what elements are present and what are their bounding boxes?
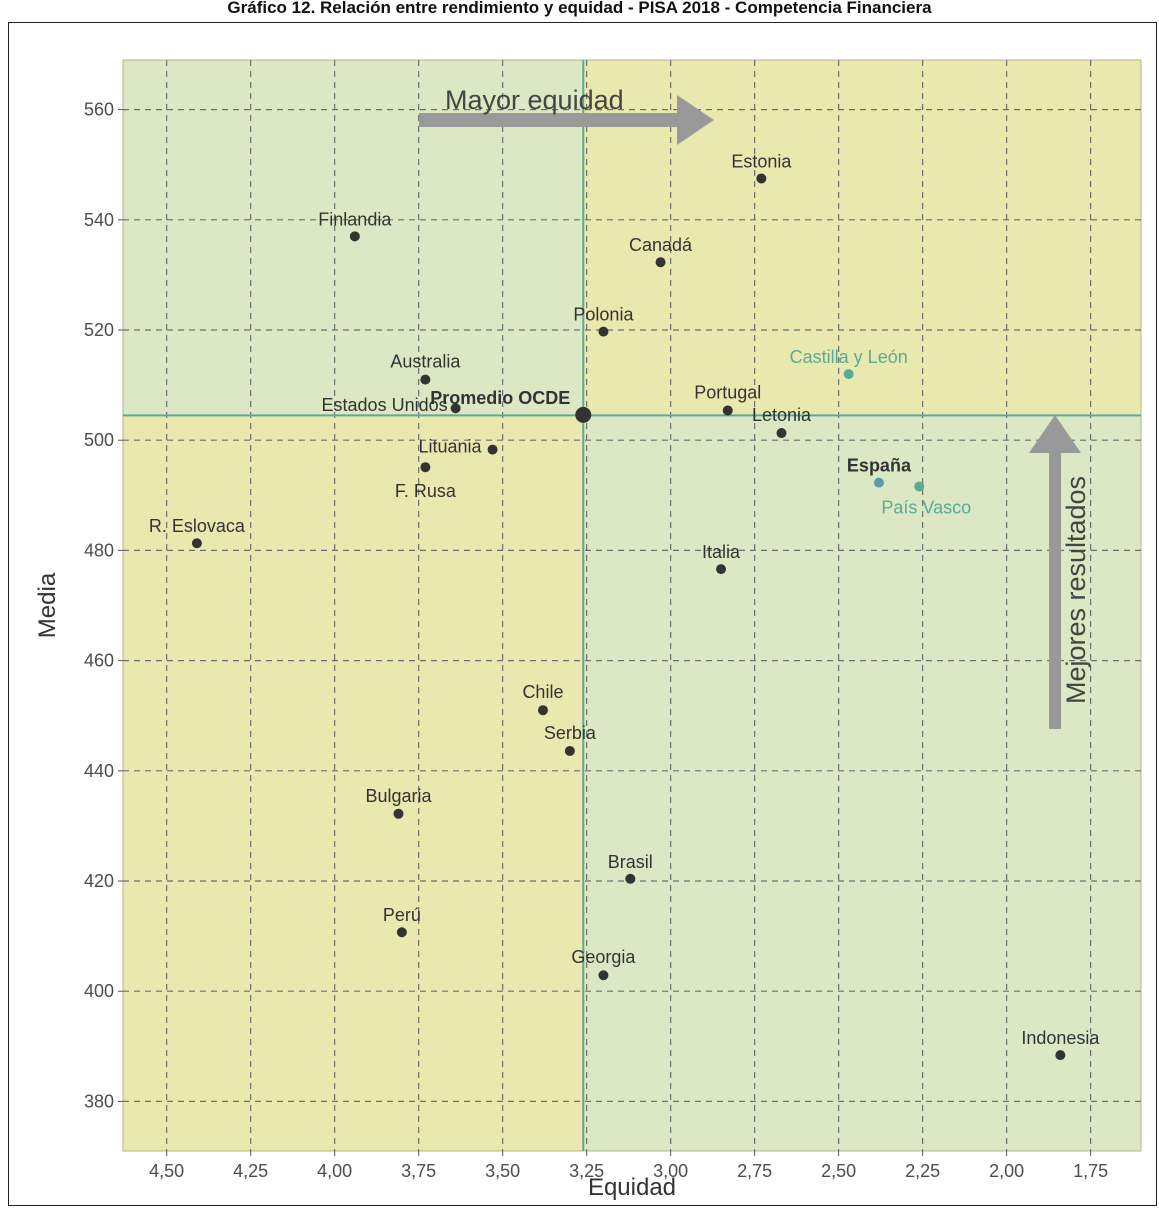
point-label: Australia bbox=[390, 352, 461, 372]
quadrant-bottom-left bbox=[123, 415, 584, 1152]
x-tick-label: 4,00 bbox=[317, 1161, 352, 1181]
data-point bbox=[873, 477, 884, 488]
x-tick-label: 2,75 bbox=[737, 1161, 772, 1181]
point-label: Indonesia bbox=[1021, 1028, 1100, 1048]
point-label: Serbia bbox=[544, 723, 597, 743]
data-point bbox=[625, 873, 636, 884]
data-point bbox=[776, 428, 787, 439]
mayor-equidad-arrow bbox=[419, 95, 714, 145]
y-tick-label: 380 bbox=[84, 1091, 114, 1111]
y-tick-label: 400 bbox=[84, 981, 114, 1001]
data-point bbox=[349, 231, 360, 242]
data-point bbox=[450, 403, 461, 414]
y-tick-label: 460 bbox=[84, 651, 114, 671]
data-point bbox=[722, 405, 733, 416]
point-label: F. Rusa bbox=[395, 481, 457, 501]
point-label: Italia bbox=[702, 542, 741, 562]
data-point bbox=[575, 406, 592, 423]
mejores-resultados-arrow bbox=[1029, 415, 1081, 729]
x-tick-label: 2,00 bbox=[989, 1161, 1024, 1181]
x-tick-label: 3,50 bbox=[485, 1161, 520, 1181]
x-tick-label: 2,25 bbox=[905, 1161, 940, 1181]
data-point bbox=[393, 808, 404, 819]
point-label: Polonia bbox=[573, 305, 634, 325]
point-label: Georgia bbox=[571, 947, 636, 967]
point-label: Letonia bbox=[752, 405, 812, 425]
data-point bbox=[420, 374, 431, 385]
y-tick-label: 440 bbox=[84, 761, 114, 781]
y-axis-title: Media bbox=[34, 572, 61, 638]
data-point bbox=[396, 927, 407, 938]
point-label: Canadá bbox=[629, 235, 693, 255]
x-tick-label: 3,75 bbox=[401, 1161, 436, 1181]
y-tick-label: 540 bbox=[84, 210, 114, 230]
x-tick-label: 3,25 bbox=[569, 1161, 604, 1181]
point-label: Castilla y León bbox=[790, 347, 908, 367]
data-point bbox=[598, 970, 609, 981]
point-label: Promedio OCDE bbox=[430, 388, 570, 408]
point-label: Finlandia bbox=[318, 209, 392, 229]
x-tick-label: 2,50 bbox=[821, 1161, 856, 1181]
data-point bbox=[756, 173, 767, 184]
data-point bbox=[1055, 1050, 1066, 1061]
scatter-chart: Mayor equidad Mejores resultados Estonia F… bbox=[34, 59, 1142, 1201]
data-point bbox=[564, 745, 575, 756]
data-point bbox=[420, 462, 431, 473]
point-label: R. Eslovaca bbox=[149, 516, 246, 536]
y-tick-label: 560 bbox=[84, 100, 114, 120]
quadrant-bottom-right bbox=[583, 415, 1141, 1152]
data-point bbox=[598, 326, 609, 337]
point-label: Estonia bbox=[731, 151, 792, 171]
point-label: País Vasco bbox=[881, 497, 971, 517]
chart-title: Gráfico 12. Relación entre rendimiento y… bbox=[227, 0, 932, 17]
y-tick-label: 420 bbox=[84, 871, 114, 891]
data-point bbox=[191, 538, 202, 549]
point-label: Brasil bbox=[608, 852, 653, 872]
point-label: España bbox=[847, 456, 912, 476]
point-label: Bulgaria bbox=[365, 786, 432, 806]
point-label: Perú bbox=[383, 905, 421, 925]
plot-border bbox=[122, 59, 1142, 1152]
point-label: Estados Unidos bbox=[322, 395, 448, 415]
data-point bbox=[914, 481, 925, 492]
x-axis-title: Equidad bbox=[588, 1174, 676, 1201]
point-label: Portugal bbox=[694, 382, 761, 402]
data-point bbox=[843, 369, 854, 380]
data-point bbox=[655, 257, 666, 268]
y-tick-label: 500 bbox=[84, 430, 114, 450]
data-point bbox=[537, 705, 548, 716]
mejores-resultados-label: Mejores resultados bbox=[1061, 476, 1091, 704]
x-tick-label: 3,00 bbox=[653, 1161, 688, 1181]
data-point bbox=[487, 444, 498, 455]
x-tick-label: 4,25 bbox=[233, 1161, 268, 1181]
x-tick-label: 1,75 bbox=[1073, 1161, 1108, 1181]
x-tick-label: 4,50 bbox=[149, 1161, 184, 1181]
point-label: Lituania bbox=[419, 437, 483, 457]
y-tick-label: 480 bbox=[84, 540, 114, 560]
mayor-equidad-label: Mayor equidad bbox=[445, 85, 624, 115]
y-tick-label: 520 bbox=[84, 320, 114, 340]
point-label: Chile bbox=[522, 682, 563, 702]
data-point bbox=[716, 564, 727, 575]
chart-frame: Mayor equidad Mejores resultados Estonia F… bbox=[8, 22, 1157, 1206]
